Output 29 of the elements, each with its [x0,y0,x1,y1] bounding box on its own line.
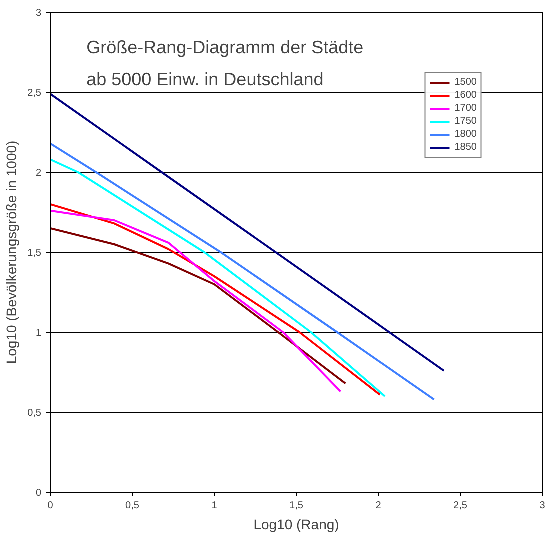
line-series [50,142,436,401]
line-series [50,228,347,385]
y-tick-label: 2 [36,168,42,179]
y-tick-label: 0,5 [28,408,42,419]
text: Größe-Rang-Diagramm der Städte ab 5000 Einw. in Deutschland [86,37,364,90]
legend-label: 1850 [454,142,477,153]
line-series [50,204,382,396]
legend-label: 1500 [454,77,477,88]
x-tick-label: 3 [540,500,546,512]
y-tick-label: 1,5 [28,248,42,259]
y-tick-label: 0 [36,488,42,499]
x-tick-label: 1,5 [290,500,304,512]
x-tick-label: 2 [376,500,382,512]
legend-label: 1700 [454,103,477,114]
x-tick-label: 1 [212,500,218,512]
line-series [50,158,386,398]
x-tick-label: 2,5 [454,500,468,512]
y-tick-label: 2,5 [28,88,42,99]
y-tick-label: 3 [36,8,42,19]
legend-label: 1600 [454,90,477,101]
line-series [50,93,446,372]
x-axis-title: Log10 (Rang) [254,516,340,532]
x-tick-label: 0,5 [126,500,140,512]
y-tick-label: 1 [36,328,42,339]
legend-label: 1750 [454,116,477,127]
legend-label: 1800 [454,129,477,140]
y-axis-title: Log10 (Bevölkerungsgröße in 1000) [4,140,20,364]
x-tick-label: 0 [48,500,54,512]
line-series [50,210,342,393]
